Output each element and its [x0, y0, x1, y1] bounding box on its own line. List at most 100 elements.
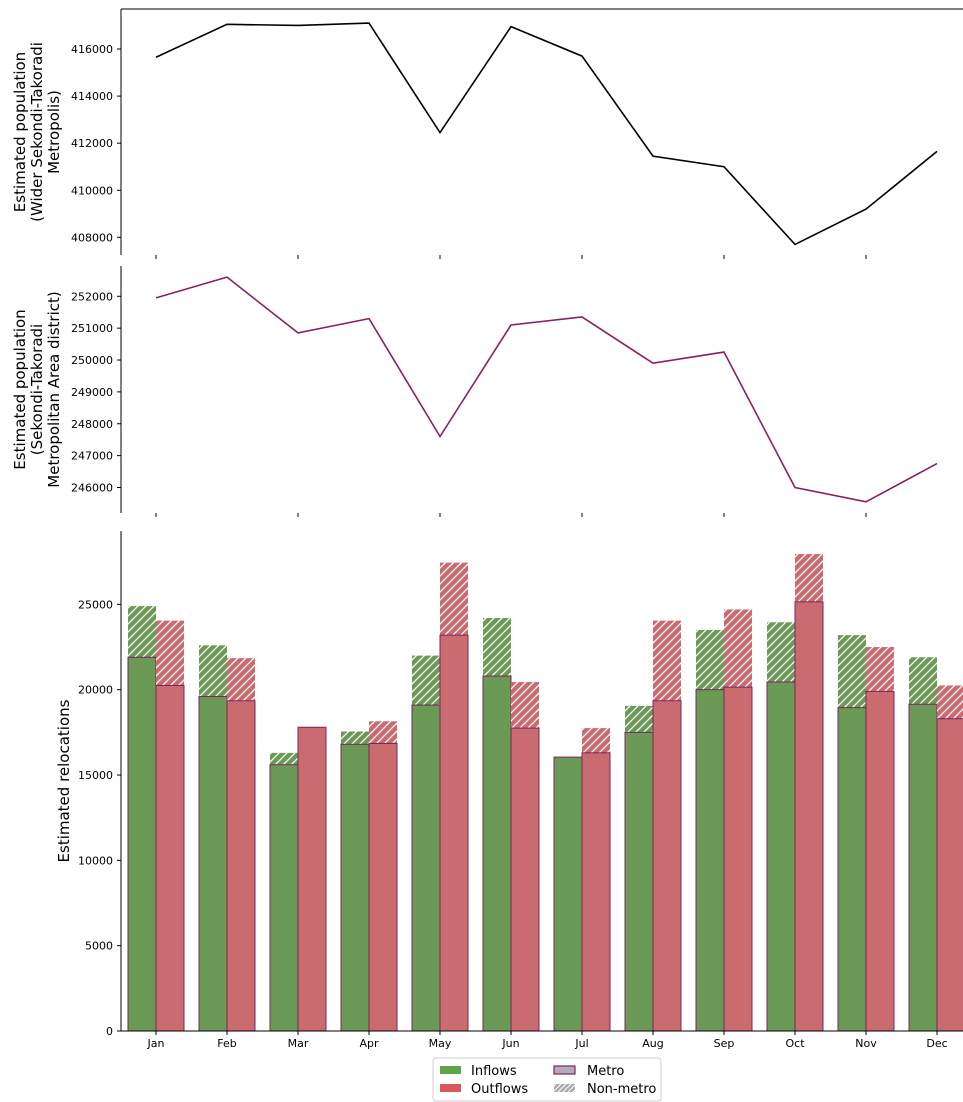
- legend-swatch-metro: [553, 1065, 576, 1075]
- bar-inflows-metro: [553, 756, 583, 1032]
- y-axis-label-line: Metropolitan Area district): [45, 291, 63, 487]
- bars: [127, 554, 963, 1032]
- metro-district-population-chart: 246000 247000 248000 249000 250000 251000 2520…: [11, 266, 938, 517]
- bar-outflows-metro: [723, 686, 753, 1032]
- x-tick-label: Aug: [642, 1037, 663, 1050]
- x-tick-label: Sep: [714, 1037, 735, 1050]
- x-tick-label: May: [429, 1037, 452, 1050]
- y-axis-label-line: (Wider Sekondi-Takoradi: [28, 42, 46, 222]
- y-tick-label: 10000: [78, 854, 113, 867]
- y-axis-label: Estimated population (Wider Sekondi-Takor…: [11, 42, 63, 222]
- bar-outflows-metro: [652, 700, 682, 1032]
- bar-inflows-metro: [837, 707, 867, 1032]
- bar-inflows-non-metro: [128, 606, 156, 658]
- x-tick-label: Jan: [147, 1037, 165, 1050]
- legend-swatch-non-metro: [554, 1084, 575, 1092]
- population-line: [155, 22, 938, 246]
- legend-frame: [432, 1057, 662, 1102]
- legend: Inflows Outflows Metro Non-metro: [432, 1057, 662, 1102]
- bar-inflows-metro: [908, 703, 938, 1032]
- legend-label-metro: Metro: [587, 1064, 624, 1079]
- x-ticks: [155, 255, 867, 259]
- bar-inflows-metro: [198, 696, 228, 1032]
- x-tick-label: Mar: [288, 1037, 309, 1050]
- bar-outflows-non-metro: [937, 685, 963, 719]
- bar-outflows-metro: [581, 752, 611, 1032]
- y-tick-label: 246000: [71, 482, 113, 495]
- bar-outflows-non-metro: [866, 647, 894, 692]
- bar-inflows-non-metro: [696, 629, 724, 690]
- bar-outflows-metro: [368, 742, 398, 1032]
- x-ticks: Jan Feb Mar Apr May Jun Jul Aug Sep Oct Nov Dec: [147, 1031, 948, 1050]
- relocations-bar-chart: 0 5000 10000 15000 20000 25000 Jan Feb Mar Apr Ma…: [55, 531, 963, 1050]
- y-tick-label: 249000: [71, 386, 113, 399]
- x-tick-label: Jun: [501, 1037, 519, 1050]
- bar-outflows-metro: [226, 700, 256, 1032]
- bar-outflows-non-metro: [795, 554, 823, 602]
- bar-inflows-metro: [411, 704, 441, 1032]
- y-ticks: 0 5000 10000 15000 20000 25000: [78, 598, 121, 1038]
- y-tick-label: 252000: [71, 290, 113, 303]
- legend-label-outflows: Outflows: [471, 1082, 528, 1097]
- bar-outflows-non-metro: [440, 562, 468, 636]
- bar-inflows-non-metro: [483, 618, 511, 677]
- bar-outflows-metro: [439, 634, 469, 1032]
- x-tick-label: Dec: [926, 1037, 947, 1050]
- y-tick-label: 410000: [71, 184, 113, 197]
- x-tick-label: Apr: [359, 1037, 379, 1050]
- y-tick-label: 0: [106, 1025, 113, 1038]
- legend-swatch-inflows: [440, 1066, 461, 1074]
- bar-inflows-non-metro: [625, 705, 653, 733]
- bar-inflows-non-metro: [341, 731, 369, 745]
- y-axis-label-line: Metropolis): [45, 90, 63, 174]
- bar-inflows-metro: [482, 675, 512, 1032]
- y-ticks: 408000 410000 412000 414000 416000: [71, 43, 121, 244]
- x-tick-label: Oct: [785, 1037, 805, 1050]
- y-axis-label-line: Estimated population: [11, 309, 29, 469]
- legend-swatch-outflows: [440, 1084, 461, 1092]
- y-tick-label: 414000: [71, 90, 113, 103]
- y-tick-label: 5000: [85, 940, 113, 953]
- y-ticks: 246000 247000 248000 249000 250000 251000 2520…: [71, 290, 121, 495]
- bar-outflows-non-metro: [582, 728, 610, 753]
- bar-inflows-metro: [127, 656, 157, 1032]
- x-tick-label: Nov: [855, 1037, 877, 1050]
- y-axis-label-line: (Sekondi-Takoradi: [28, 324, 46, 455]
- bar-inflows-metro: [269, 764, 299, 1032]
- y-tick-label: 25000: [78, 598, 113, 611]
- x-tick-label: Jul: [574, 1037, 588, 1050]
- legend-label-non-metro: Non-metro: [587, 1082, 656, 1097]
- bar-inflows-metro: [340, 743, 370, 1032]
- x-ticks: [155, 513, 867, 517]
- bar-outflows-non-metro: [227, 658, 255, 701]
- bar-outflows-non-metro: [653, 620, 681, 701]
- y-axis-label: Estimated population (Sekondi-Takoradi Met…: [11, 291, 63, 487]
- y-tick-label: 412000: [71, 137, 113, 150]
- bar-outflows-non-metro: [156, 620, 184, 686]
- bar-outflows-metro: [510, 727, 540, 1032]
- legend-label-inflows: Inflows: [471, 1064, 517, 1079]
- bar-inflows-non-metro: [412, 655, 440, 706]
- y-tick-label: 408000: [71, 231, 113, 244]
- bar-inflows-non-metro: [838, 635, 866, 708]
- bar-inflows-non-metro: [909, 657, 937, 705]
- bar-outflows-metro: [936, 718, 963, 1032]
- bar-inflows-non-metro: [767, 622, 795, 683]
- bar-inflows-non-metro: [270, 752, 298, 765]
- y-axis-label-line: Estimated population: [11, 52, 29, 212]
- y-tick-label: 247000: [71, 450, 113, 463]
- wider-metropolis-population-chart: 408000 410000 412000 414000 416000 Estimated…: [11, 8, 963, 259]
- bar-outflows-non-metro: [511, 682, 539, 729]
- bar-outflows-metro: [155, 684, 185, 1032]
- population-line: [155, 276, 938, 503]
- bar-outflows-metro: [794, 601, 824, 1032]
- y-tick-label: 416000: [71, 43, 113, 56]
- bar-outflows-non-metro: [724, 609, 752, 688]
- y-tick-label: 20000: [78, 684, 113, 697]
- bar-outflows-metro: [297, 726, 327, 1032]
- y-tick-label: 250000: [71, 354, 113, 367]
- y-tick-label: 248000: [71, 418, 113, 431]
- y-tick-label: 15000: [78, 769, 113, 782]
- bar-outflows-metro: [865, 690, 895, 1032]
